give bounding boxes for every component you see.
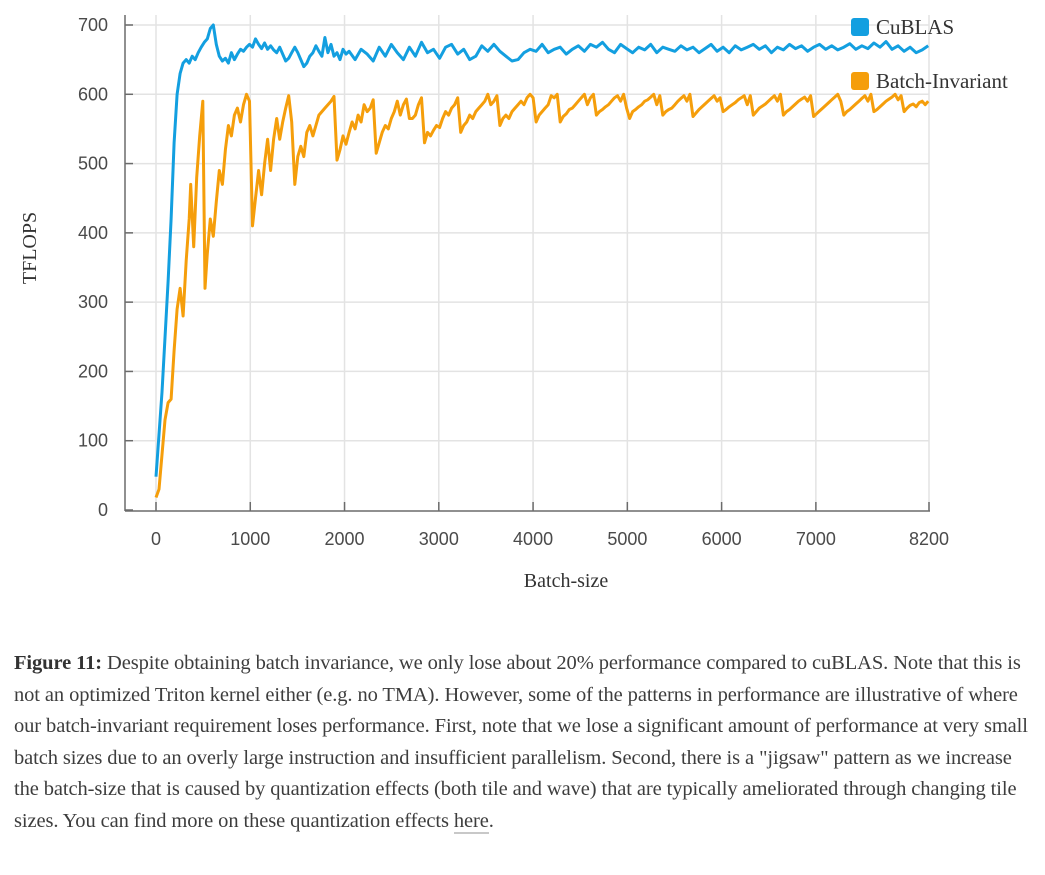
- y-tick-label: 0: [98, 500, 108, 520]
- grid-lines: [126, 15, 930, 510]
- x-ticks: 0 1000 2000 3000 4000 5000 6000 7000 8200: [151, 502, 949, 549]
- x-axis-title: Batch-size: [524, 570, 609, 592]
- x-tick-label: 2000: [325, 529, 365, 549]
- y-ticks: 0 100 200 300 400 500 600 700: [78, 15, 133, 520]
- x-tick-label: 7000: [796, 529, 836, 549]
- figure-caption: Figure 11: Despite obtaining batch invar…: [14, 648, 1039, 837]
- y-axis-title: TFLOPS: [19, 212, 41, 284]
- y-tick-label: 200: [78, 361, 108, 381]
- here-link[interactable]: here: [453, 809, 489, 834]
- x-tick-label: 6000: [702, 529, 742, 549]
- series-lines: [154, 23, 930, 499]
- x-tick-label: 5000: [607, 529, 647, 549]
- x-tick-label: 8200: [909, 529, 949, 549]
- series-line-batch-invariant: [154, 92, 930, 499]
- y-tick-label: 400: [78, 223, 108, 243]
- axes: [124, 15, 930, 512]
- y-tick-label: 700: [78, 15, 108, 35]
- figure-label: Figure 11:: [14, 652, 103, 674]
- x-tick-label: 1000: [230, 529, 270, 549]
- y-tick-label: 600: [78, 84, 108, 104]
- line-chart: 0 100 200 300 400 500 600 700 0 1000 2000 3000 4000…: [19, 15, 1008, 592]
- x-tick-label: 0: [151, 529, 161, 549]
- caption-end: .: [488, 809, 494, 832]
- legend-label: Batch-Invariant: [876, 69, 1008, 93]
- y-tick-label: 300: [78, 292, 108, 312]
- legend: CuBLAS Batch-Invariant: [851, 15, 1008, 93]
- y-tick-label: 500: [78, 154, 108, 174]
- legend-label: CuBLAS: [876, 15, 954, 39]
- legend-swatch: [851, 18, 869, 36]
- series-line-cublas: [154, 23, 930, 477]
- caption-text: Despite obtaining batch invariance, we o…: [14, 652, 1028, 832]
- x-tick-label: 4000: [513, 529, 553, 549]
- y-tick-label: 100: [78, 431, 108, 451]
- legend-swatch: [851, 72, 869, 90]
- x-tick-label: 3000: [419, 529, 459, 549]
